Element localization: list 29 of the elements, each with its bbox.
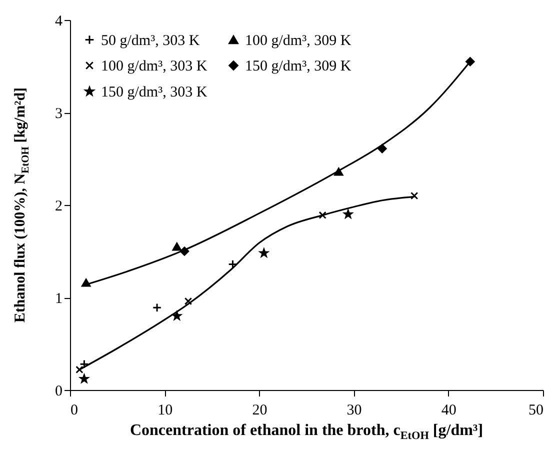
legend-label: 100 g/dm³, 303 K bbox=[101, 58, 208, 74]
point bbox=[172, 242, 182, 251]
point bbox=[228, 260, 238, 269]
point bbox=[410, 192, 418, 200]
point bbox=[466, 57, 475, 66]
legend-label: 100 g/dm³, 309 K bbox=[245, 32, 352, 49]
point bbox=[318, 211, 326, 220]
point bbox=[378, 144, 387, 154]
y-tick-label: 4 bbox=[55, 14, 63, 30]
legend-label: 150 g/dm³, 309 K bbox=[245, 58, 352, 74]
x-axis-title: Concentration of ethanol in the broth, c$_{EtOH}$ [g/dm³] bbox=[128, 422, 484, 442]
y-tick-label: 3 bbox=[55, 106, 62, 122]
x-tick-label: 0 bbox=[70, 402, 78, 418]
x-tick-label: 20 bbox=[252, 402, 268, 418]
x-tick-label: 30 bbox=[346, 402, 362, 418]
y-tick-label: 2 bbox=[55, 198, 62, 214]
point bbox=[184, 297, 192, 306]
x-tick-label: 10 bbox=[158, 402, 173, 418]
line-series bbox=[78, 196, 416, 370]
x-tick-label: 50 bbox=[528, 402, 544, 418]
point bbox=[152, 303, 162, 312]
point bbox=[81, 278, 91, 287]
y-tick-label: 0 bbox=[55, 384, 62, 400]
x-tick-label: 40 bbox=[441, 402, 456, 418]
point bbox=[334, 168, 344, 176]
point bbox=[180, 246, 190, 256]
legend-label: 50 g/dm³, 303 K bbox=[101, 32, 200, 49]
legend-label: 150 g/dm³, 303 K bbox=[101, 84, 208, 100]
y-tick-label: 1 bbox=[55, 291, 62, 307]
